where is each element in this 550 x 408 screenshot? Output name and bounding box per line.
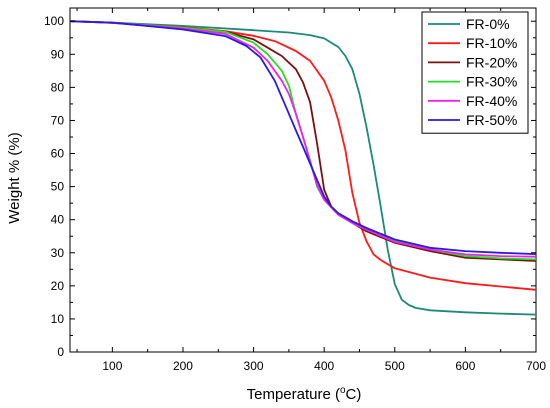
- y-tick-label-90: 90: [51, 47, 65, 61]
- y-tick-label-100: 100: [44, 14, 64, 28]
- y-tick-label-60: 60: [51, 147, 65, 161]
- y-tick-label-80: 80: [51, 80, 65, 94]
- x-tick-label-200: 200: [173, 359, 193, 373]
- series-group: [69, 20, 537, 316]
- legend-label: FR-20%: [466, 54, 517, 70]
- series-line-fr-0pct: [69, 20, 537, 316]
- series-line-fr-10pct: [69, 20, 537, 291]
- x-axis-title-superscript: o: [340, 385, 346, 396]
- x-tick-label-500: 500: [385, 359, 405, 373]
- y-tick-label-50: 50: [51, 180, 65, 194]
- y-tick-label-30: 30: [51, 246, 65, 260]
- legend-label: FR-40%: [466, 93, 517, 109]
- legend-label: FR-10%: [466, 35, 517, 51]
- plot-frame: [69, 7, 537, 353]
- x-axis-title: Temperature (oC): [247, 385, 362, 403]
- x-axis-title-main: Temperature (: [247, 386, 340, 403]
- legend: FR-0% FR-10% FR-20% FR-30% FR-40% FR-50%: [421, 11, 529, 134]
- x-tick-label-600: 600: [455, 359, 475, 373]
- legend-label: FR-50%: [466, 112, 517, 128]
- y-tick-label-40: 40: [51, 213, 65, 227]
- legend-box: [421, 11, 529, 134]
- ticks-group: 100 200 300 400 500 600 700 0 10 20 30 40 50 60 70 80 90…: [44, 8, 546, 373]
- y-tick-label-0: 0: [57, 345, 64, 359]
- legend-label: FR-30%: [466, 74, 517, 90]
- plot-frame-group: [69, 7, 537, 353]
- y-tick-label-20: 20: [51, 279, 65, 293]
- y-tick-label-10: 10: [51, 312, 65, 326]
- x-axis-title-unit: C): [346, 386, 362, 403]
- x-tick-label-700: 700: [526, 359, 546, 373]
- y-axis-title: Weight % (%): [6, 132, 23, 223]
- x-tick-label-100: 100: [102, 359, 122, 373]
- series-line-fr-50pct: [69, 20, 537, 255]
- x-tick-label-400: 400: [314, 359, 334, 373]
- x-tick-label-300: 300: [244, 359, 264, 373]
- y-tick-label-70: 70: [51, 113, 65, 127]
- series-line-fr-20pct: [69, 20, 537, 262]
- legend-label: FR-0%: [466, 16, 510, 32]
